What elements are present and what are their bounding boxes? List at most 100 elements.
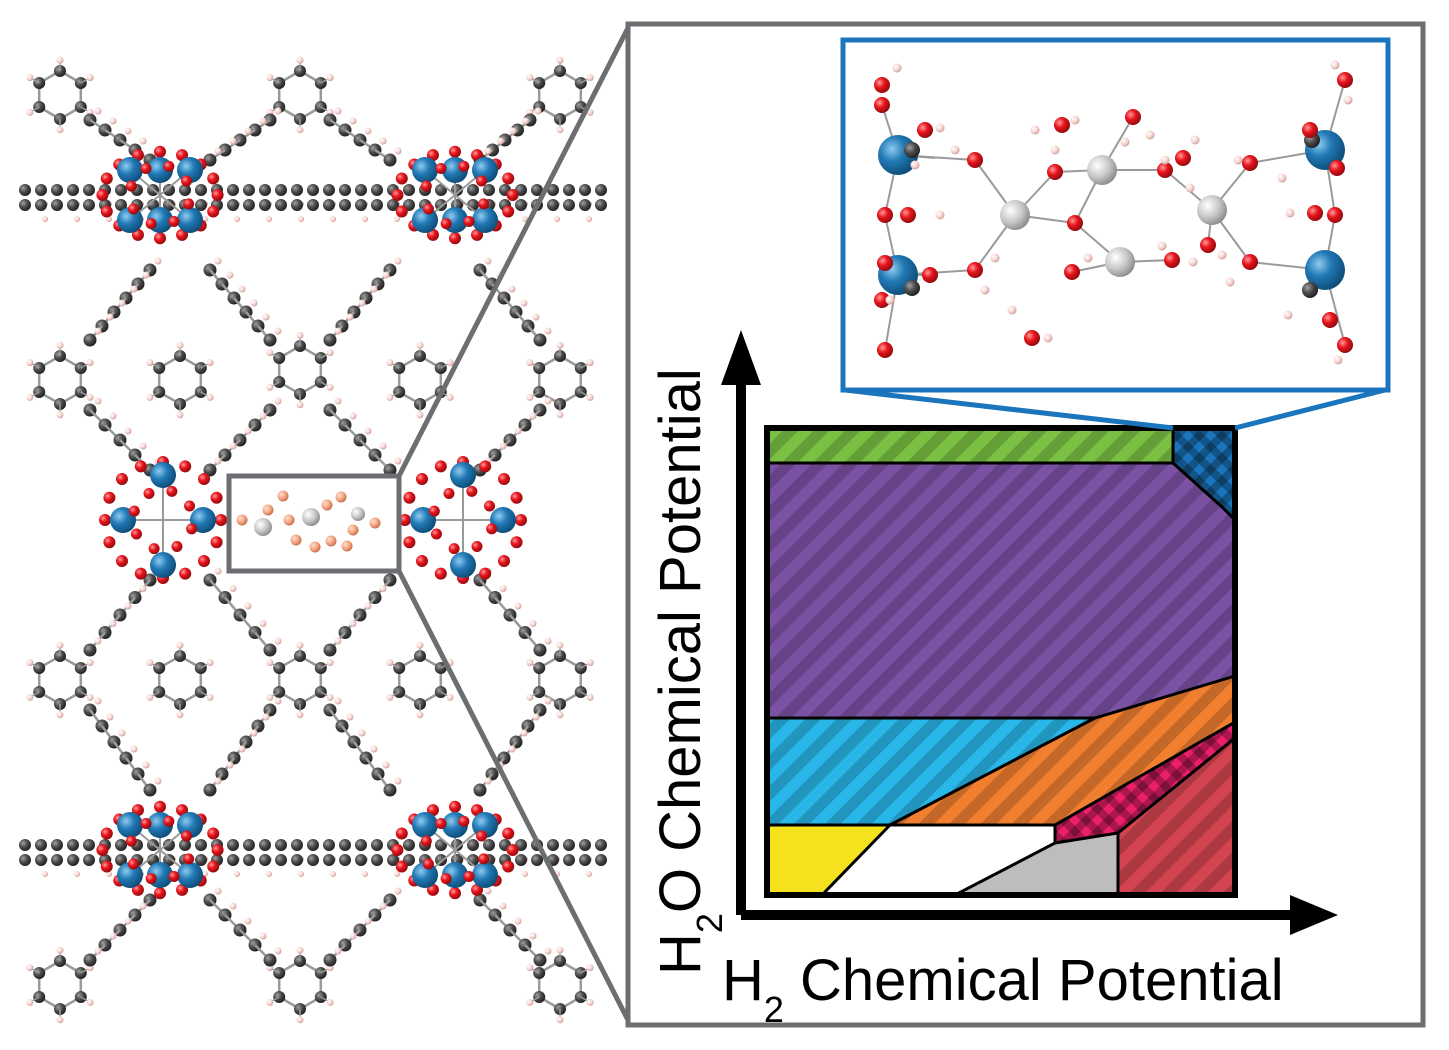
- pore-oxygen-atom: [277, 490, 289, 502]
- carbon-atom: [115, 199, 127, 211]
- hydrogen-atom: [146, 659, 154, 667]
- hydrogen-atom: [146, 359, 154, 367]
- hydrogen-atom: [139, 585, 147, 592]
- carbon-atom: [547, 184, 559, 196]
- oxygen-atom: [449, 887, 461, 900]
- hydrogen-atom: [554, 216, 560, 222]
- hydrogen-atom: [1343, 95, 1353, 105]
- hydrogen-atom: [56, 641, 64, 649]
- hydrogen-atom: [206, 659, 214, 667]
- hydrogen-atom: [274, 637, 282, 645]
- carbon-atom: [531, 854, 543, 866]
- carbon-atom: [547, 839, 559, 851]
- hydrogen-atom: [532, 313, 540, 321]
- carbon-atom: [51, 199, 63, 211]
- hydrogen-atom: [250, 729, 258, 737]
- carbon-atom: [339, 839, 351, 851]
- hydrogen-atom: [262, 713, 270, 721]
- oxygen-atom: [179, 567, 192, 580]
- carbon-atom: [115, 184, 127, 196]
- pore-oxygen-atom: [309, 541, 321, 553]
- hydrogen-atom: [379, 137, 387, 145]
- carbon-atom: [339, 199, 351, 211]
- zirconium-atom: [177, 862, 203, 888]
- hydrogen-atom: [1160, 155, 1170, 165]
- carbon-atom: [163, 854, 175, 866]
- carbon-atom: [115, 854, 127, 866]
- oxygen-atom: [154, 145, 166, 158]
- hydrogen-atom: [326, 349, 334, 357]
- oxygen-atom: [1242, 254, 1258, 270]
- hydrogen-atom: [526, 393, 534, 401]
- oxygen-atom: [449, 800, 461, 813]
- hydrogen-atom: [74, 871, 80, 877]
- hydrogen-atom: [274, 327, 282, 335]
- hydrogen-atom: [176, 641, 184, 649]
- hydrogen-atom: [259, 932, 267, 940]
- hydrogen-atom: [56, 341, 64, 349]
- metal-atom: [1197, 195, 1227, 225]
- carbon-atom: [467, 184, 479, 196]
- hydrogen-atom: [379, 585, 387, 592]
- hydrogen-atom: [94, 107, 102, 115]
- zirconium-atom: [177, 207, 203, 233]
- oxygen-atom: [1322, 312, 1338, 328]
- hydrogen-atom: [382, 761, 390, 769]
- hydrogen-atom: [544, 947, 552, 955]
- hydrogen-atom: [484, 147, 492, 155]
- hydrogen-atom: [484, 257, 492, 265]
- hydrogen-atom: [416, 341, 424, 349]
- carbon-atom: [83, 839, 95, 851]
- oxygen-atom: [422, 203, 434, 215]
- carbon-atom: [67, 839, 79, 851]
- oxygen-atom: [183, 853, 195, 865]
- inset-frame: [840, 37, 1391, 393]
- carbon-atom: [195, 854, 207, 866]
- hydrogen-atom: [534, 107, 542, 115]
- hydrogen-atom: [244, 602, 252, 610]
- oxygen-atom: [168, 216, 180, 228]
- carbon-atom: [35, 854, 47, 866]
- carbon-atom: [371, 184, 383, 196]
- oxygen-atom: [134, 567, 147, 580]
- hydrogen-atom: [214, 567, 222, 575]
- carbon-atom: [275, 199, 287, 211]
- hydrogen-atom: [226, 761, 234, 769]
- hydrogen-atom: [118, 729, 126, 737]
- hydrogen-atom: [1330, 60, 1340, 70]
- hydrogen-atom: [26, 359, 34, 367]
- carbon-atom: [323, 643, 337, 657]
- hydrogen-atom: [106, 313, 114, 321]
- hydrogen-atom: [234, 216, 240, 222]
- carbon-atom: [19, 839, 31, 851]
- hydrogen-atom: [499, 902, 507, 910]
- hydrogen-atom: [586, 693, 594, 701]
- carbon-atom: [383, 783, 397, 797]
- hydrogen-atom: [214, 457, 222, 465]
- oxygen-atom: [440, 218, 452, 230]
- hydrogen-atom: [386, 693, 394, 701]
- oxygen-atom: [478, 853, 490, 865]
- hydrogen-atom: [514, 917, 522, 925]
- carbon-atom: [243, 184, 255, 196]
- zirconium-atom: [1305, 250, 1345, 290]
- hydrogen-atom: [86, 693, 94, 701]
- oxygen-atom: [395, 172, 408, 185]
- oxygen-atom: [100, 172, 113, 185]
- carbon-atom: [595, 184, 607, 196]
- hydrogen-atom: [586, 659, 594, 667]
- hydrogen-atom: [56, 1016, 64, 1024]
- hydrogen-atom: [259, 620, 267, 627]
- oxygen-atom: [198, 472, 211, 485]
- pore-oxygen-atom: [341, 540, 353, 552]
- carbon-atom: [83, 184, 95, 196]
- oxygen-atom: [874, 97, 890, 113]
- hydrogen-atom: [330, 871, 336, 877]
- oxygen-atom: [458, 160, 470, 172]
- oxygen-atom: [874, 292, 890, 308]
- oxygen-atom: [403, 536, 416, 549]
- hydrogen-atom: [394, 147, 402, 155]
- hydrogen-atom: [386, 393, 394, 401]
- carbon-atom: [115, 839, 127, 851]
- oxygen-atom: [922, 267, 938, 283]
